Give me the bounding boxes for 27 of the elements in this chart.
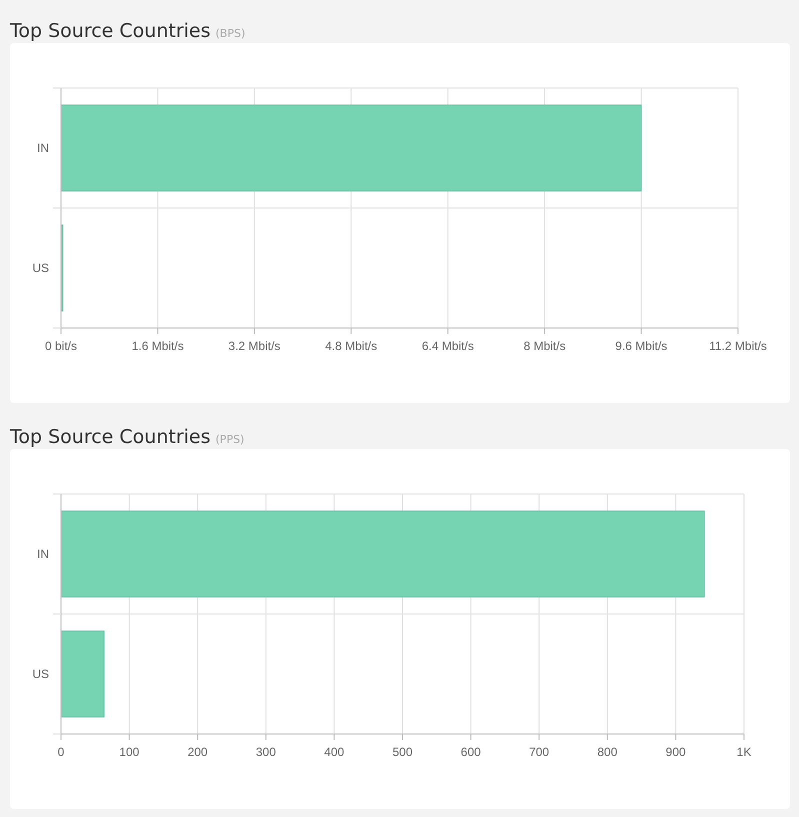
chart-title: Top Source Countries: [9, 426, 211, 448]
x-tick-label: 600: [460, 745, 482, 759]
x-tick-label: 700: [529, 745, 550, 759]
chart-subtitle: (BPS): [216, 27, 246, 40]
x-tick-label: 900: [666, 745, 686, 759]
x-tick-label: 200: [188, 745, 208, 759]
x-tick-label: 8 Mbit/s: [524, 339, 566, 353]
x-tick-label: 4.8 Mbit/s: [325, 339, 378, 353]
x-tick-label: 300: [256, 745, 276, 759]
x-tick-label: 9.6 Mbit/s: [615, 339, 668, 353]
x-tick-label: 6.4 Mbit/s: [422, 339, 474, 353]
y-tick-label: IN: [37, 547, 49, 562]
x-tick-label: 100: [119, 745, 140, 759]
x-tick-label: 800: [597, 745, 618, 759]
x-tick-label: 1.6 Mbit/s: [132, 339, 184, 353]
y-tick-label: US: [32, 261, 49, 276]
x-tick-label: 1K: [736, 745, 752, 759]
x-tick-label: 11.2 Mbit/s: [709, 339, 767, 353]
y-tick-label: IN: [37, 141, 49, 156]
chart-title: Top Source Countries: [9, 20, 211, 42]
chart-subtitle: (PPS): [216, 433, 244, 446]
y-tick-label: US: [32, 667, 49, 682]
x-tick-label: 0: [58, 745, 65, 759]
x-tick-label: 3.2 Mbit/s: [228, 339, 280, 353]
x-tick-label: 0 bit/s: [44, 339, 78, 353]
x-tick-label: 500: [392, 745, 413, 759]
x-tick-label: 400: [324, 745, 345, 759]
